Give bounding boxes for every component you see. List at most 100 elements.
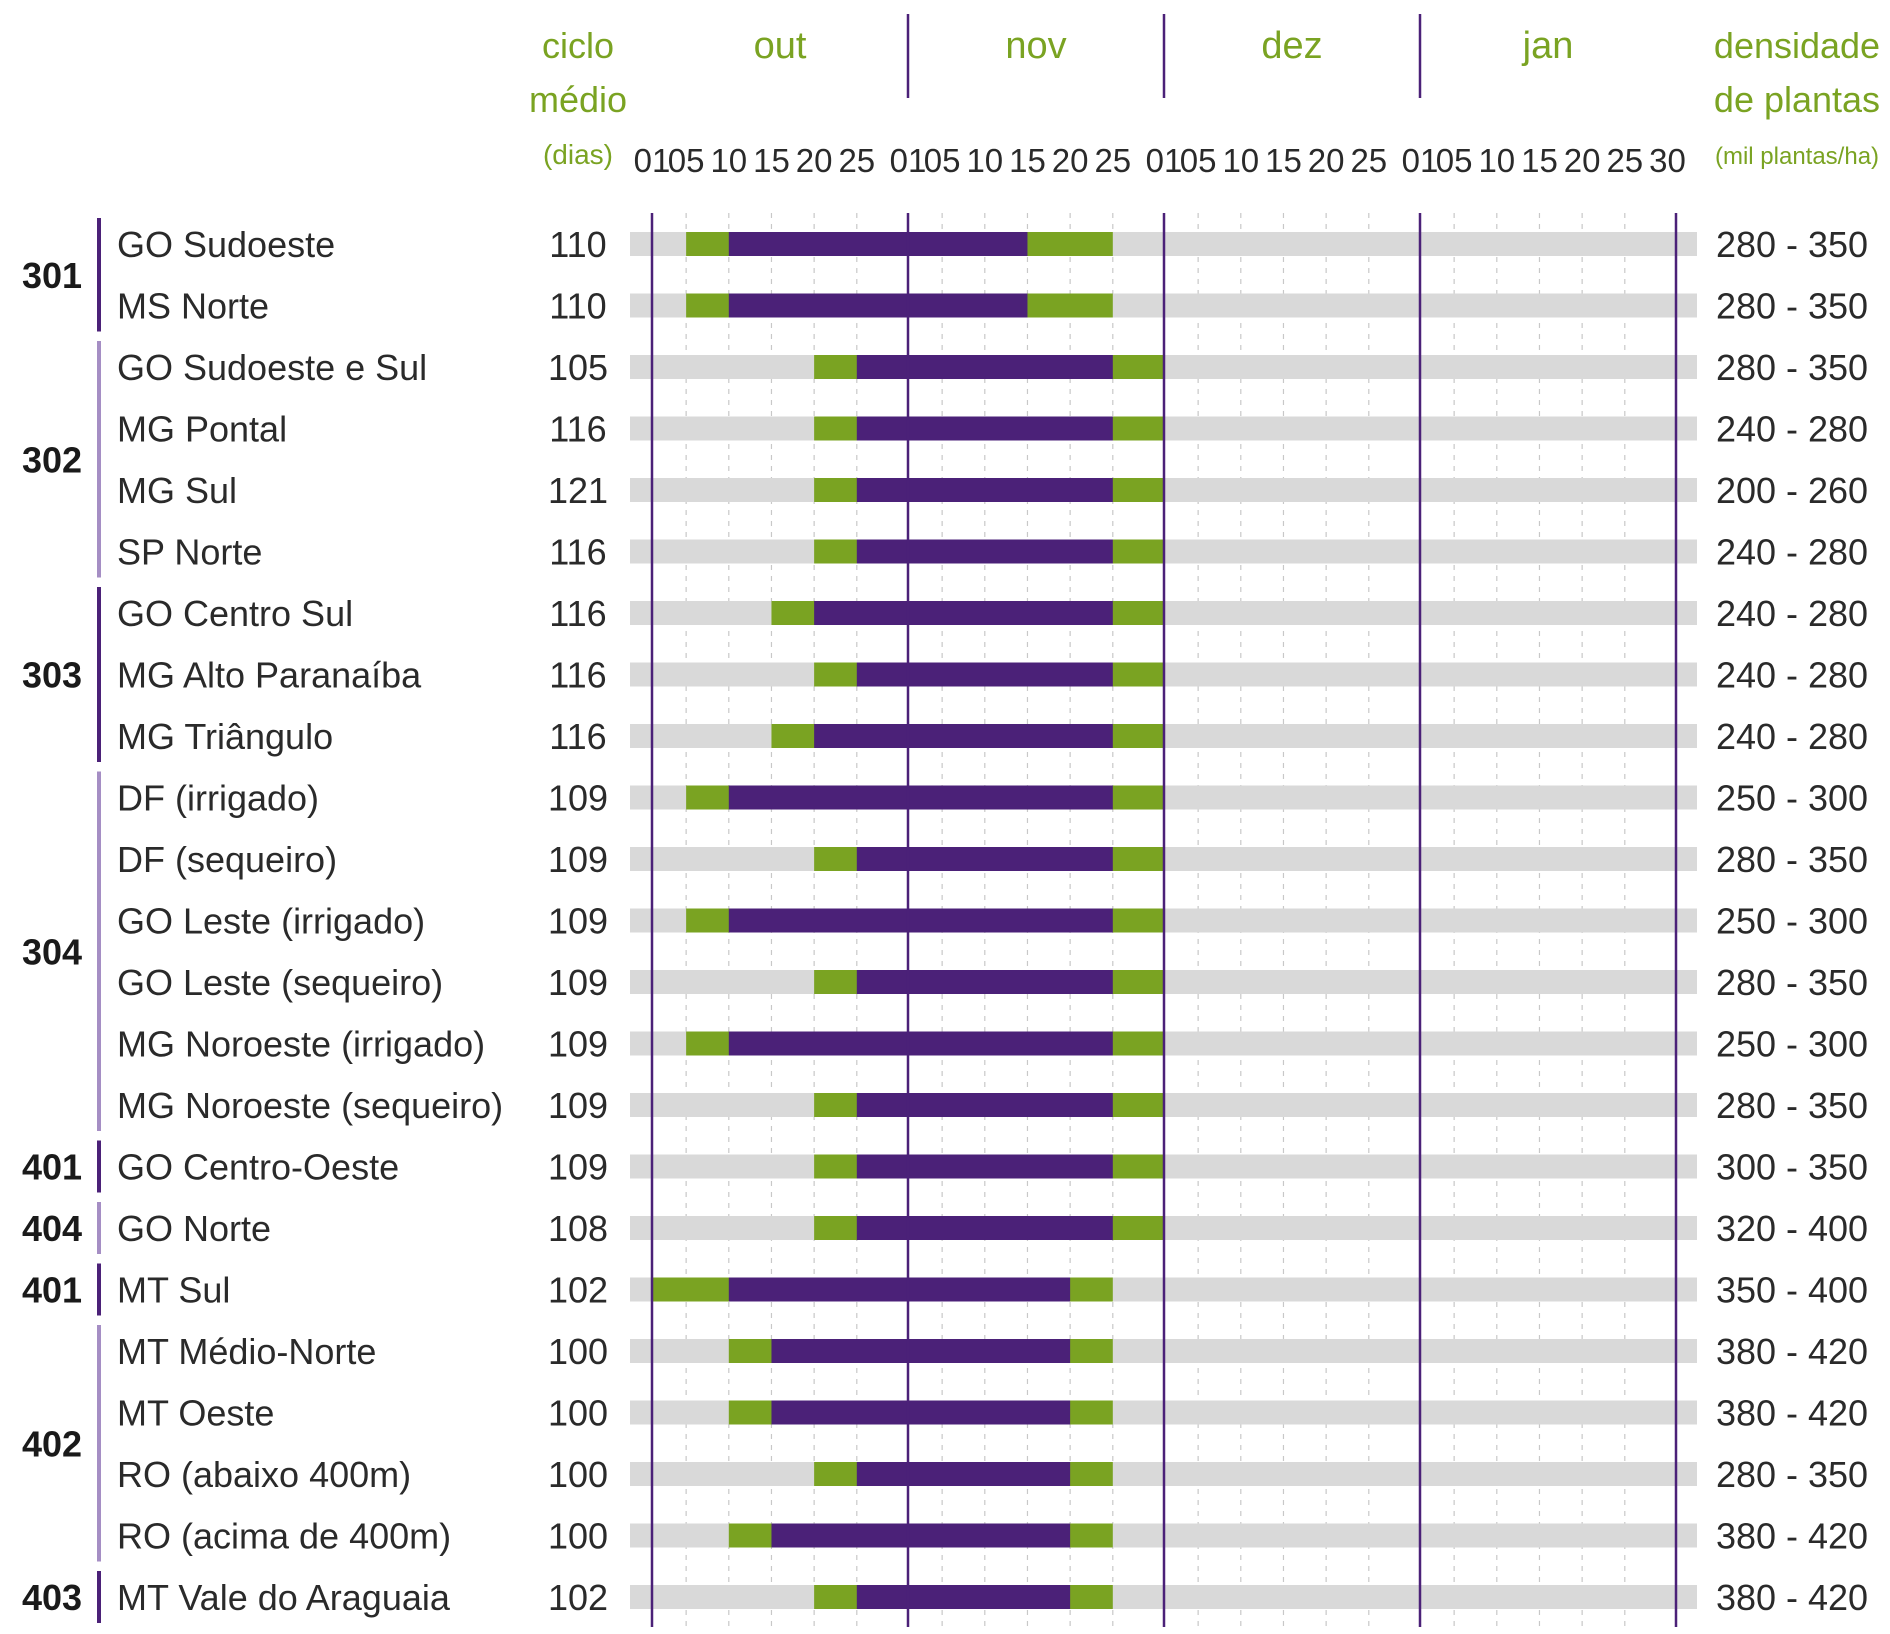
cycle-value: 102 — [548, 1270, 608, 1311]
day-tick-label: 20 — [796, 142, 833, 179]
ideal-bar — [856, 355, 1113, 379]
day-tick-label: 15 — [1521, 142, 1558, 179]
cycle-value: 109 — [548, 1085, 608, 1126]
day-tick-label: 01 — [634, 142, 671, 179]
day-tick-label: 10 — [710, 142, 747, 179]
cycle-value: 109 — [548, 1024, 608, 1065]
region-label: GO Norte — [117, 1208, 271, 1249]
region-label: RO (abaixo 400m) — [117, 1454, 411, 1495]
region-label: MG Sul — [117, 470, 237, 511]
ideal-bar — [856, 539, 1113, 564]
region-label: GO Leste (sequeiro) — [117, 962, 443, 1003]
day-tick-label: 01 — [1402, 142, 1439, 179]
group-label: 303 — [22, 655, 82, 696]
group-label: 404 — [22, 1208, 82, 1249]
month-label-nov: nov — [1005, 25, 1066, 67]
day-tick-label: 05 — [1436, 142, 1473, 179]
group-labels: 301 302 303 304 401 404 401 402 403 — [22, 218, 101, 1623]
ideal-bar — [856, 662, 1113, 687]
region-label: SP Norte — [117, 532, 262, 573]
ideal-bar — [856, 970, 1113, 994]
region-label: DF (sequeiro) — [117, 839, 337, 880]
density-value: 250 - 300 — [1716, 901, 1868, 942]
ideal-bar — [856, 1462, 1071, 1486]
group-label: 403 — [22, 1577, 82, 1618]
day-tick-label: 25 — [1350, 142, 1387, 179]
ideal-bar — [728, 908, 1113, 933]
region-label: MG Noroeste (irrigado) — [117, 1024, 485, 1065]
ideal-bar — [856, 1093, 1113, 1117]
cycle-value: 110 — [549, 286, 606, 327]
ideal-bar — [728, 1277, 1071, 1302]
day-tick-label: 01 — [890, 142, 927, 179]
cycle-value: 116 — [549, 593, 606, 634]
month-label-dez: dez — [1261, 25, 1322, 67]
region-label: MG Pontal — [117, 409, 287, 450]
density-value: 380 - 420 — [1716, 1577, 1868, 1618]
density-value: 280 - 350 — [1716, 224, 1868, 265]
month-label-jan: jan — [1522, 25, 1574, 67]
ideal-bar — [814, 724, 1113, 748]
density-value: 250 - 300 — [1716, 1024, 1868, 1065]
group-label: 302 — [22, 439, 82, 480]
ideal-bar — [728, 232, 1028, 256]
ideal-bar — [771, 1523, 1071, 1548]
cycle-value: 116 — [549, 409, 606, 450]
density-value: 250 - 300 — [1716, 778, 1868, 819]
density-value: 280 - 350 — [1716, 1454, 1868, 1495]
density-header-line-1: densidade — [1714, 25, 1880, 66]
cycle-value: 110 — [549, 224, 606, 265]
day-tick-label: 10 — [1222, 142, 1259, 179]
row-labels: GO Sudoeste 110 280 - 350 MS Norte 110 280 - … — [117, 224, 1868, 1618]
day-tick-label: 15 — [753, 142, 790, 179]
density-value: 200 - 260 — [1716, 470, 1868, 511]
day-tick-label: 10 — [966, 142, 1003, 179]
group-label: 304 — [22, 931, 82, 972]
group-label: 402 — [22, 1423, 82, 1464]
region-label: MG Alto Paranaíba — [117, 655, 422, 696]
day-tick-label: 20 — [1564, 142, 1601, 179]
day-tick-label: 15 — [1265, 142, 1302, 179]
region-label: MT Vale do Araguaia — [117, 1577, 451, 1618]
density-header-line-3: (mil plantas/ha) — [1715, 143, 1879, 170]
cycle-header-line-2: médio — [529, 79, 627, 120]
day-tick-label: 25 — [838, 142, 875, 179]
cycle-value: 100 — [548, 1331, 608, 1372]
ideal-bar — [856, 1585, 1071, 1609]
cycle-value: 108 — [548, 1208, 608, 1249]
density-value: 280 - 350 — [1716, 1085, 1868, 1126]
cycle-value: 109 — [548, 962, 608, 1003]
day-tick-label: 15 — [1009, 142, 1046, 179]
cycle-value: 116 — [549, 716, 606, 757]
cycle-value: 102 — [548, 1577, 608, 1618]
bars-layer — [630, 232, 1697, 1609]
chart-header: ciclo médio (dias) densidade de plantas … — [529, 25, 1880, 179]
ideal-bar — [728, 785, 1113, 810]
ideal-bar — [771, 1400, 1071, 1425]
ideal-bar — [728, 1031, 1113, 1056]
density-value: 380 - 420 — [1716, 1393, 1868, 1434]
group-label: 301 — [22, 255, 82, 296]
region-label: MG Triângulo — [117, 716, 333, 757]
region-label: MS Norte — [117, 286, 269, 327]
month-divider-lines — [650, 14, 1678, 1627]
day-tick-label: 05 — [668, 142, 705, 179]
cycle-value: 116 — [549, 532, 606, 573]
region-label: DF (irrigado) — [117, 778, 319, 819]
day-tick-label: 05 — [924, 142, 961, 179]
density-value: 240 - 280 — [1716, 716, 1868, 757]
density-value: 240 - 280 — [1716, 409, 1868, 450]
cycle-value: 116 — [549, 655, 606, 696]
cycle-value: 121 — [548, 470, 608, 511]
month-label-out: out — [754, 25, 807, 67]
region-label: GO Sudoeste — [117, 224, 335, 265]
group-label: 401 — [22, 1270, 82, 1311]
density-value: 240 - 280 — [1716, 532, 1868, 573]
ideal-bar — [856, 478, 1113, 502]
cycle-value: 105 — [548, 347, 608, 388]
density-value: 320 - 400 — [1716, 1208, 1868, 1249]
day-tick-label: 10 — [1478, 142, 1515, 179]
cycle-value: 109 — [548, 1147, 608, 1188]
region-label: MT Sul — [117, 1270, 230, 1311]
cycle-header-line-3: (dias) — [543, 139, 613, 170]
